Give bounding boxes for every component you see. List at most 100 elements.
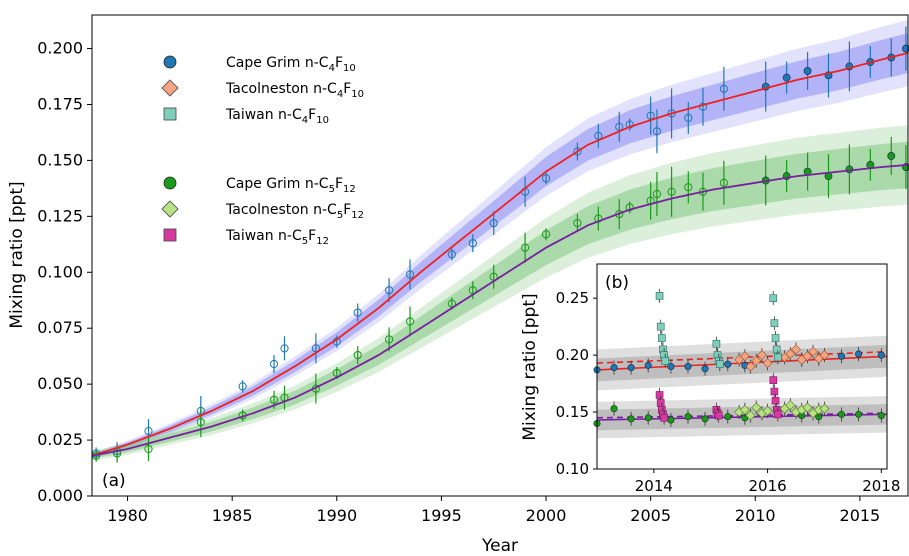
legend-label: Taiwan n-C4F10 xyxy=(225,107,329,126)
cape-grim-c4f10-point xyxy=(353,308,362,317)
inset-tacolneston-c4f10-point xyxy=(808,346,819,357)
cape-grim-c4f10-point xyxy=(719,84,728,93)
inset-taiwan-c4f10-point xyxy=(774,353,782,362)
panel-b-tag: (b) xyxy=(605,273,629,293)
inset-taiwan-c4f10-point xyxy=(656,322,665,331)
cape-grim-c5f12-point xyxy=(667,187,676,196)
inset-taiwan-c5f12-point xyxy=(660,413,668,422)
y-tick-label: 0.150 xyxy=(37,150,83,169)
inset-cape-grim-c4f10-point xyxy=(838,352,846,360)
inset-taiwan-c4f10-point xyxy=(658,334,666,342)
inset-cape-grim-c4f10-point xyxy=(610,364,618,372)
x-tick-label: 2015 xyxy=(840,506,881,525)
inset-cape-grim-c5f12-point xyxy=(667,416,675,424)
y-tick-label: 0.200 xyxy=(37,39,83,58)
inset-taiwan-c4f10-point xyxy=(716,360,724,369)
legend-marker-circle xyxy=(163,176,177,190)
cape-grim-c4f10-point xyxy=(667,109,676,118)
inset-tacolneston-c4f10-point xyxy=(751,355,762,366)
inset-taiwan-c5f12-point xyxy=(656,399,665,407)
inset-taiwan-c5f12-point xyxy=(774,410,782,419)
cape-grim-c4f10-point xyxy=(782,73,791,82)
inset-taiwan-c4f10-point xyxy=(771,334,780,342)
x-tick-label: 1990 xyxy=(316,506,357,525)
inset-cape-grim-c4f10-point xyxy=(724,360,732,368)
inset-tacolneston-c4f10-point xyxy=(802,351,813,362)
x-tick-label: 1985 xyxy=(212,506,253,525)
cape-grim-c4f10-point xyxy=(573,147,582,156)
cape-grim-c4f10-point xyxy=(652,127,662,136)
inset-cape-grim-c5f12-point xyxy=(838,410,846,418)
main-plot-frame xyxy=(91,14,909,497)
c4f10-model-line xyxy=(91,52,909,457)
y-tick-label: 0.100 xyxy=(37,262,83,281)
y-tick-label: 0.050 xyxy=(37,374,83,393)
inset-cape-grim-c5f12-point xyxy=(610,405,618,413)
cape-grim-c4f10-point xyxy=(269,359,279,369)
panel-a-tag: (a) xyxy=(102,471,126,491)
inset-tacolneston-c5f12-point xyxy=(745,410,756,421)
cape-grim-c5f12-point xyxy=(684,183,693,192)
inset-tacolneston-c4f10-point xyxy=(739,351,750,362)
inset-cape-grim-c5f12-point xyxy=(701,415,709,423)
inset-taiwan-c4f10-point xyxy=(712,339,721,348)
cape-grim-c5f12-point xyxy=(719,178,728,187)
inset-tacolneston-c5f12-point xyxy=(785,400,796,411)
inset-y-tick-label: 0.25 xyxy=(556,289,589,307)
inset-x-tick-label: 2016 xyxy=(748,477,786,495)
inset-y-axis-label: Mixing ratio [ppt] xyxy=(520,293,540,440)
inset-taiwan-c4f10-point xyxy=(769,294,778,302)
inset-taiwan-c4f10-point xyxy=(772,345,781,354)
legend-label: Taiwan n-C5F12 xyxy=(225,228,329,247)
inset-tacolneston-c4f10-point xyxy=(819,350,830,361)
inset-tacolneston-c5f12-point xyxy=(751,402,762,413)
inset-c4f10-model-line xyxy=(596,355,888,371)
y-tick-label: 0.025 xyxy=(37,430,83,449)
legend-marker-square xyxy=(163,228,177,242)
cape-grim-c5f12-point xyxy=(269,395,279,404)
inset-cape-grim-c4f10-point xyxy=(855,350,863,358)
cape-grim-c5f12-point xyxy=(113,449,122,458)
inset-cape-grim-c5f12-point xyxy=(644,414,652,422)
inset-taiwan-c4f10-point xyxy=(661,357,670,365)
legend-marker-square xyxy=(163,107,177,121)
inset-panel: 2014 2016 2018 0.10 0.15 0.20 0.25 Mixing rat… xyxy=(520,263,900,495)
x-tick-label: 2010 xyxy=(735,506,776,525)
cape-grim-c4f10-point xyxy=(625,120,634,129)
cape-grim-c5f12-point xyxy=(144,444,153,454)
cape-grim-c5f12-point xyxy=(353,350,362,360)
legend-marker-diamond xyxy=(161,79,179,97)
inset-cape-grim-c5f12-point xyxy=(855,410,863,418)
inset-cape-grim-c5f12-point xyxy=(877,411,885,419)
legend-label: Tacolneston n-C5F12 xyxy=(225,202,364,221)
cape-grim-c5f12-point xyxy=(573,218,582,228)
cape-grim-c4f10-point xyxy=(684,113,693,123)
legend: Cape Grim n-C4F10 Tacolneston n-C4F10 Taiw… xyxy=(161,55,364,247)
inset-x-tick-label: 2018 xyxy=(862,477,900,495)
inset-tacolneston-c5f12-point xyxy=(819,403,830,414)
cape-grim-c4f10-point xyxy=(489,218,498,228)
cape-grim-c4f10-point xyxy=(803,67,812,75)
c5f12-model-line xyxy=(91,164,909,457)
inset-tacolneston-c4f10-point xyxy=(785,349,796,359)
inset-cape-grim-c4f10-point xyxy=(877,351,885,359)
x-tick-label: 1995 xyxy=(421,506,462,525)
legend-label: Tacolneston n-C4F10 xyxy=(225,81,364,100)
inset-taiwan-c5f12-point xyxy=(770,387,779,396)
inset-taiwan-c5f12-point xyxy=(714,411,723,420)
inset-cape-grim-c5f12-point xyxy=(684,413,692,421)
inset-tacolneston-c4f10-point xyxy=(791,344,801,355)
inset-taiwan-c5f12-point xyxy=(655,391,664,399)
x-tick-label: 2005 xyxy=(630,506,671,525)
c4f10-outer-band xyxy=(92,19,908,459)
y-tick-label: 0.000 xyxy=(37,486,83,505)
cape-grim-c5f12-point xyxy=(625,203,634,212)
legend-marker-diamond xyxy=(161,200,179,218)
inset-y-tick-label: 0.20 xyxy=(556,346,589,364)
inset-cape-grim-c5f12-point xyxy=(724,413,732,421)
inset-taiwan-c4f10-point xyxy=(655,292,664,300)
legend-label: Cape Grim n-C4F10 xyxy=(226,55,356,74)
main-panel: 1980 1985 1990 1995 2000 2005 2010 2015 0.000 0.… xyxy=(7,14,909,556)
inset-cape-grim-c4f10-point xyxy=(644,361,652,369)
